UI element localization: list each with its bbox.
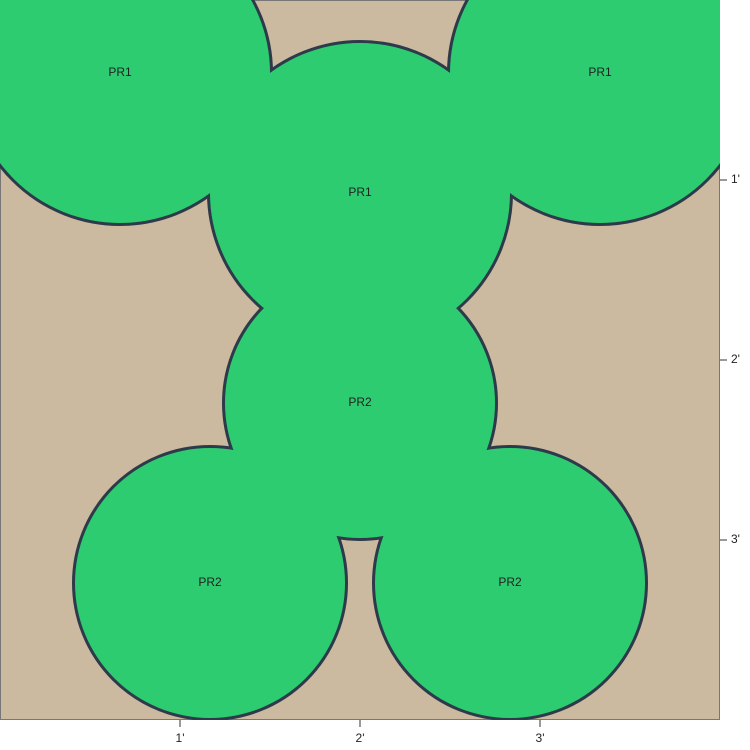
y-tick-label: 1' xyxy=(731,172,740,186)
x-tick-label: 3' xyxy=(536,731,545,745)
plant-label: PR1 xyxy=(108,65,132,79)
plant xyxy=(375,448,645,718)
plants xyxy=(0,0,720,718)
plant-label: PR2 xyxy=(198,575,222,589)
plant-label: PR1 xyxy=(588,65,612,79)
plant-label: PR2 xyxy=(498,575,522,589)
plant-labels: PR1 PR1 PR1 PR2 PR2 PR2 xyxy=(108,65,612,589)
y-tick-label: 2' xyxy=(731,352,740,366)
plant xyxy=(75,448,345,718)
plant xyxy=(210,43,510,343)
plant xyxy=(0,0,270,223)
x-tick-label: 2' xyxy=(356,731,365,745)
y-tick-label: 3' xyxy=(731,532,740,546)
plant xyxy=(225,268,495,538)
plant xyxy=(450,0,720,223)
x-tick-label: 1' xyxy=(176,731,185,745)
plant-label: PR2 xyxy=(348,395,372,409)
axes: 1' 2' 3' 1' 2' 3' xyxy=(176,172,740,745)
plant-label: PR1 xyxy=(348,185,372,199)
